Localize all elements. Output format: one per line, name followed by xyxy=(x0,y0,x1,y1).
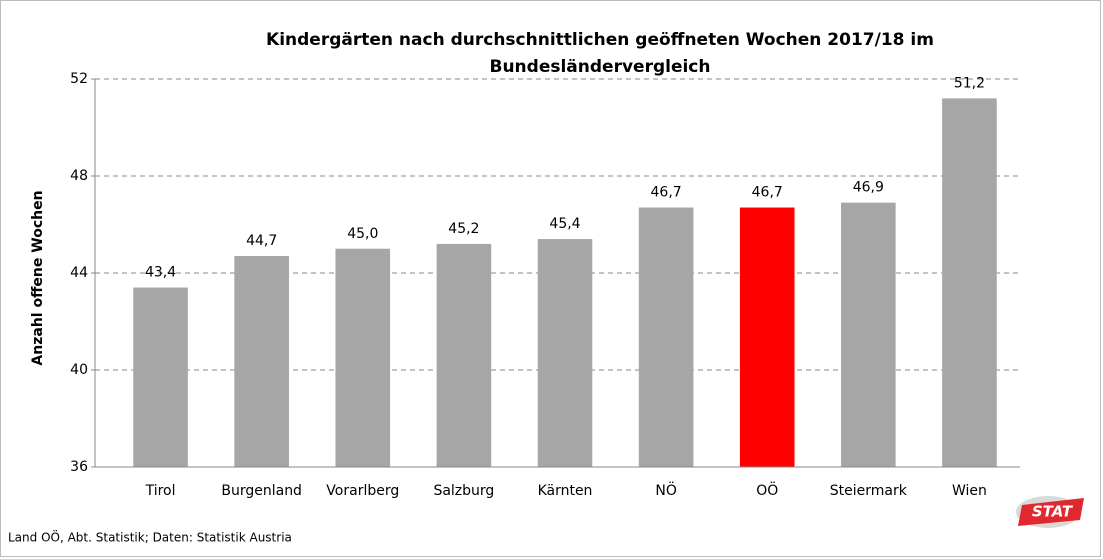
data-label: 44,7 xyxy=(246,233,277,249)
source: Land OÖ, Abt. Statistik; Daten: Statisti… xyxy=(8,529,292,545)
bar xyxy=(841,202,896,468)
bar xyxy=(638,207,694,467)
x-tick-label: Tirol xyxy=(145,483,176,499)
bar xyxy=(436,243,492,467)
bar xyxy=(335,248,391,467)
y-tick-label: 52 xyxy=(70,71,88,87)
y-tick-label: 36 xyxy=(70,459,88,475)
x-tick-label: Wien xyxy=(952,483,987,499)
bar xyxy=(234,256,289,467)
x-tick-label: Vorarlberg xyxy=(326,483,399,499)
data-label: 51,2 xyxy=(954,75,985,91)
x-tick-label: Salzburg xyxy=(433,483,494,499)
y-tick-label: 48 xyxy=(70,168,88,184)
data-label: 46,9 xyxy=(853,180,884,196)
data-label: 45,2 xyxy=(448,221,479,237)
chart-title: Bundesländervergleich xyxy=(490,57,711,77)
y-tick-label: 40 xyxy=(70,362,88,378)
bar xyxy=(537,239,593,467)
data-label: 46,7 xyxy=(651,185,682,201)
x-tick-label: Kärnten xyxy=(538,483,593,499)
x-tick-label: Steiermark xyxy=(830,483,908,499)
x-tick-label: Burgenland xyxy=(221,483,302,499)
y-axis-label: Anzahl offene Wochen xyxy=(30,190,46,365)
x-tick-label: NÖ xyxy=(655,481,677,499)
chart-title: Kindergärten nach durchschnittlichen geö… xyxy=(266,30,934,50)
bar xyxy=(942,98,997,468)
data-label: 45,4 xyxy=(549,216,580,232)
bar xyxy=(739,207,795,467)
logo-badge xyxy=(1018,498,1084,526)
y-tick-label: 44 xyxy=(70,265,88,281)
bar xyxy=(133,287,188,467)
data-label: 46,7 xyxy=(752,185,783,201)
data-label: 43,4 xyxy=(145,265,176,281)
logo: STAT xyxy=(1032,503,1074,521)
data-label: 45,0 xyxy=(347,226,378,242)
x-tick-label: OÖ xyxy=(756,481,778,499)
